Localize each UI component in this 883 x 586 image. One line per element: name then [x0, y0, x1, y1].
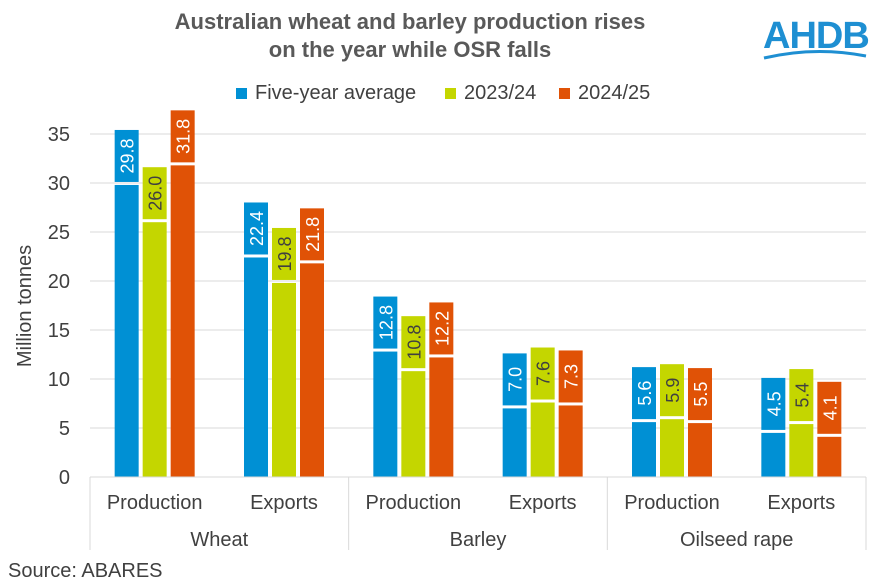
- logo-swoosh: [763, 49, 867, 60]
- data-label: 4.5: [764, 391, 784, 416]
- data-label: 4.1: [820, 395, 840, 420]
- legend-item: 2023/24: [445, 82, 536, 105]
- y-tick-label: 10: [48, 369, 70, 391]
- y-tick-label: 35: [48, 124, 70, 146]
- bar: [142, 222, 167, 477]
- legend-swatch: [559, 88, 570, 99]
- legend-item: 2024/25: [559, 82, 650, 105]
- bar: [660, 419, 684, 477]
- bar: [170, 165, 195, 478]
- data-label: 10.8: [404, 325, 424, 360]
- data-label: 19.8: [275, 236, 295, 271]
- y-tick-label: 20: [48, 271, 70, 293]
- chart-legend: Five-year average 2023/24 2024/25: [0, 82, 883, 108]
- y-tick-label: 15: [48, 320, 70, 342]
- bar: [373, 351, 398, 477]
- x-group-label: Oilseed rape: [680, 529, 793, 551]
- data-label-box: [429, 302, 454, 355]
- data-label: 29.8: [118, 138, 138, 173]
- legend-label: 2024/25: [578, 82, 651, 104]
- data-label: 7.0: [506, 367, 526, 392]
- data-label: 21.8: [303, 217, 323, 252]
- legend-swatch: [445, 88, 456, 99]
- bar: [789, 424, 814, 477]
- data-label-box: [142, 167, 167, 220]
- ahdb-logo: AHDB: [763, 15, 870, 60]
- data-label-box: [170, 110, 195, 163]
- data-label-box: [300, 208, 324, 261]
- x-tick-label: Exports: [509, 492, 577, 514]
- chart-title-line-1: Australian wheat and barley production r…: [174, 9, 646, 34]
- bar: [688, 423, 712, 477]
- legend-label: Five-year average: [255, 82, 417, 104]
- data-label-box: [558, 350, 583, 403]
- data-label: 7.3: [562, 364, 582, 389]
- legend-label: 2023/24: [464, 82, 537, 104]
- source-note: Source: ABARES: [8, 560, 163, 582]
- data-label: 5.5: [691, 382, 711, 407]
- data-label-box: [272, 227, 296, 280]
- x-tick-label: Exports: [250, 492, 318, 514]
- bar: [558, 405, 583, 477]
- data-label-box: [530, 347, 555, 400]
- legend-item: Five-year average: [236, 82, 416, 105]
- bar: [272, 282, 296, 477]
- data-label: 5.6: [635, 381, 655, 406]
- bar: [114, 184, 139, 477]
- x-tick-label: Exports: [767, 492, 835, 514]
- y-tick-label: 25: [48, 222, 70, 244]
- bar: [530, 402, 555, 477]
- bar: [817, 436, 842, 477]
- data-label: 31.8: [174, 119, 194, 154]
- data-label-box: [632, 367, 656, 420]
- bar: [632, 422, 656, 477]
- data-label-box: [660, 364, 684, 417]
- x-group-label: Barley: [450, 529, 507, 551]
- data-label-box: [817, 381, 842, 434]
- x-tick-label: Production: [107, 492, 203, 514]
- data-label-box: [761, 377, 786, 430]
- chart-title: Australian wheat and barley production r…: [60, 8, 760, 64]
- y-tick-label: 0: [59, 467, 70, 489]
- data-label: 26.0: [146, 176, 166, 211]
- data-label-box: [502, 353, 527, 406]
- y-tick-label: 30: [48, 173, 70, 195]
- data-label-box: [373, 296, 398, 349]
- bar: [401, 371, 426, 477]
- chart-title-line-2: on the year while OSR falls: [268, 37, 552, 62]
- x-tick-label: Production: [624, 492, 720, 514]
- data-label: 22.4: [247, 211, 267, 246]
- y-axis-title: Million tonnes: [14, 245, 36, 367]
- data-label-box: [244, 202, 268, 255]
- bar: [502, 408, 527, 477]
- data-label: 7.6: [534, 361, 554, 386]
- legend-swatch: [236, 88, 247, 99]
- y-tick-label: 5: [59, 418, 70, 440]
- data-label-box: [401, 316, 426, 369]
- data-label-box: [114, 129, 139, 182]
- data-label: 5.4: [792, 383, 812, 408]
- x-group-label: Wheat: [190, 529, 248, 551]
- bar: [429, 357, 454, 477]
- bar: [244, 257, 268, 477]
- x-tick-label: Production: [366, 492, 462, 514]
- data-label: 5.9: [663, 378, 683, 403]
- data-label-box: [789, 369, 814, 422]
- bar: [300, 263, 324, 477]
- data-label-box: [688, 368, 712, 421]
- bar: [761, 432, 786, 477]
- data-label: 12.2: [432, 311, 452, 346]
- data-label: 12.8: [376, 305, 396, 340]
